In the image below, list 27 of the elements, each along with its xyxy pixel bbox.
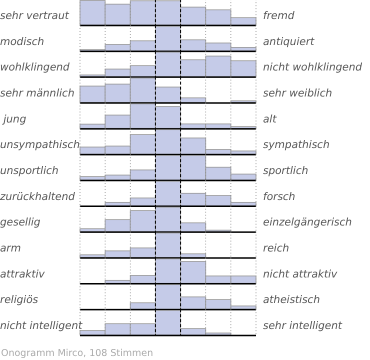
y2-axis-title: nicht wohlklingend [263, 62, 362, 74]
y2-axis-title: atheistisch [263, 294, 320, 306]
y2-axis-title: sehr intelligent [263, 320, 343, 332]
y2-axis-title: forsch [263, 190, 296, 203]
y-axis-title: unsympathisch [0, 139, 80, 152]
y-axis-title: unsportlich [0, 164, 59, 177]
y-axis-title: zurückhaltend [0, 190, 76, 203]
y-axis-title: gesellig [0, 216, 41, 229]
y-axis-title: religiös [0, 294, 39, 306]
y-axis-title: attraktiv [0, 268, 46, 280]
y2-axis-title: nicht attraktiv [263, 268, 338, 280]
y-axis-title: jung [0, 113, 27, 126]
y-axis-title: wohlklingend [0, 62, 70, 74]
y-axis-title: nicht intelligent [0, 320, 84, 332]
y-axis-title: sehr männlich [0, 87, 74, 100]
y2-axis-title: antiquiert [263, 36, 316, 48]
y2-axis-title: reich [263, 242, 290, 254]
y-axis-title: arm [0, 242, 21, 254]
y2-axis-title: sympathisch [263, 139, 330, 152]
y-axis-title: modisch [0, 36, 44, 48]
y2-axis-title: einzelgängerisch [263, 216, 352, 229]
y-axis-title: sehr vertraut [0, 10, 70, 22]
y2-axis-title: alt [263, 113, 278, 126]
y2-axis-title: sportlich [263, 164, 308, 177]
y2-axis-title: fremd [263, 10, 295, 22]
text: Onogramm Mirco, 108 Stimmen [1, 348, 154, 359]
y2-axis-title: sehr weiblich [263, 87, 332, 100]
